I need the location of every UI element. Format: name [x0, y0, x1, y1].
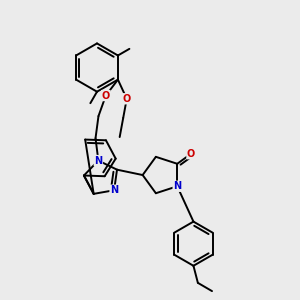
Text: O: O — [187, 149, 195, 159]
Text: N: N — [173, 181, 181, 191]
Text: N: N — [94, 156, 102, 166]
Text: N: N — [110, 185, 118, 195]
Text: O: O — [123, 94, 131, 104]
Text: O: O — [102, 91, 110, 100]
